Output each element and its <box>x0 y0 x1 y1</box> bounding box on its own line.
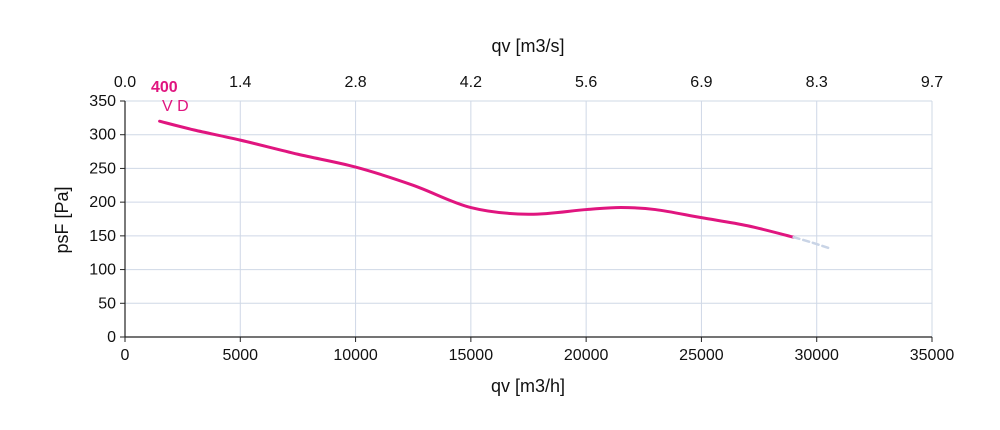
curve-label-size: 400 <box>151 79 178 96</box>
x2-tick-label: 0.0 <box>114 74 136 91</box>
x-tick-label: 0 <box>121 347 130 364</box>
fan-curve-line <box>158 119 796 239</box>
curve-label-type: V D <box>162 98 189 115</box>
y-tick-label: 50 <box>98 295 116 312</box>
y-axis-title: psF [Pa] <box>52 186 72 253</box>
x2-tick-label: 9.7 <box>921 74 943 91</box>
x-tick-label: 20000 <box>564 347 609 364</box>
x-tick-label: 10000 <box>333 347 378 364</box>
axes <box>120 100 933 342</box>
x-tick-label: 35000 <box>910 347 955 364</box>
x2-tick-label: 5.6 <box>575 74 597 91</box>
x-tick-label: 25000 <box>679 347 724 364</box>
x-tick-label: 15000 <box>449 347 494 364</box>
x2-tick-label: 4.2 <box>460 74 482 91</box>
grid <box>125 100 933 337</box>
y-tick-label: 100 <box>89 262 116 279</box>
x2-tick-label: 8.3 <box>806 74 828 91</box>
x2-tick-label: 2.8 <box>344 74 366 91</box>
x-tick-label: 30000 <box>794 347 839 364</box>
x2-tick-label: 1.4 <box>229 74 251 91</box>
tick-labels: 0 5000 10000 15000 20000 25000 30000 35000 0.0 1.… <box>89 74 954 364</box>
fan-curve-extension <box>792 235 832 250</box>
y-tick-label: 150 <box>89 228 116 245</box>
x2-tick-label: 6.9 <box>690 74 712 91</box>
curves <box>158 119 832 250</box>
y-tick-label: 0 <box>107 329 116 346</box>
x2-axis-title: qv [m3/s] <box>491 36 564 56</box>
x-axis-title: qv [m3/h] <box>491 376 565 396</box>
y-tick-label: 350 <box>89 93 116 110</box>
x-tick-label: 5000 <box>222 347 258 364</box>
y-tick-label: 300 <box>89 127 116 144</box>
y-tick-label: 250 <box>89 160 116 177</box>
y-tick-label: 200 <box>89 194 116 211</box>
